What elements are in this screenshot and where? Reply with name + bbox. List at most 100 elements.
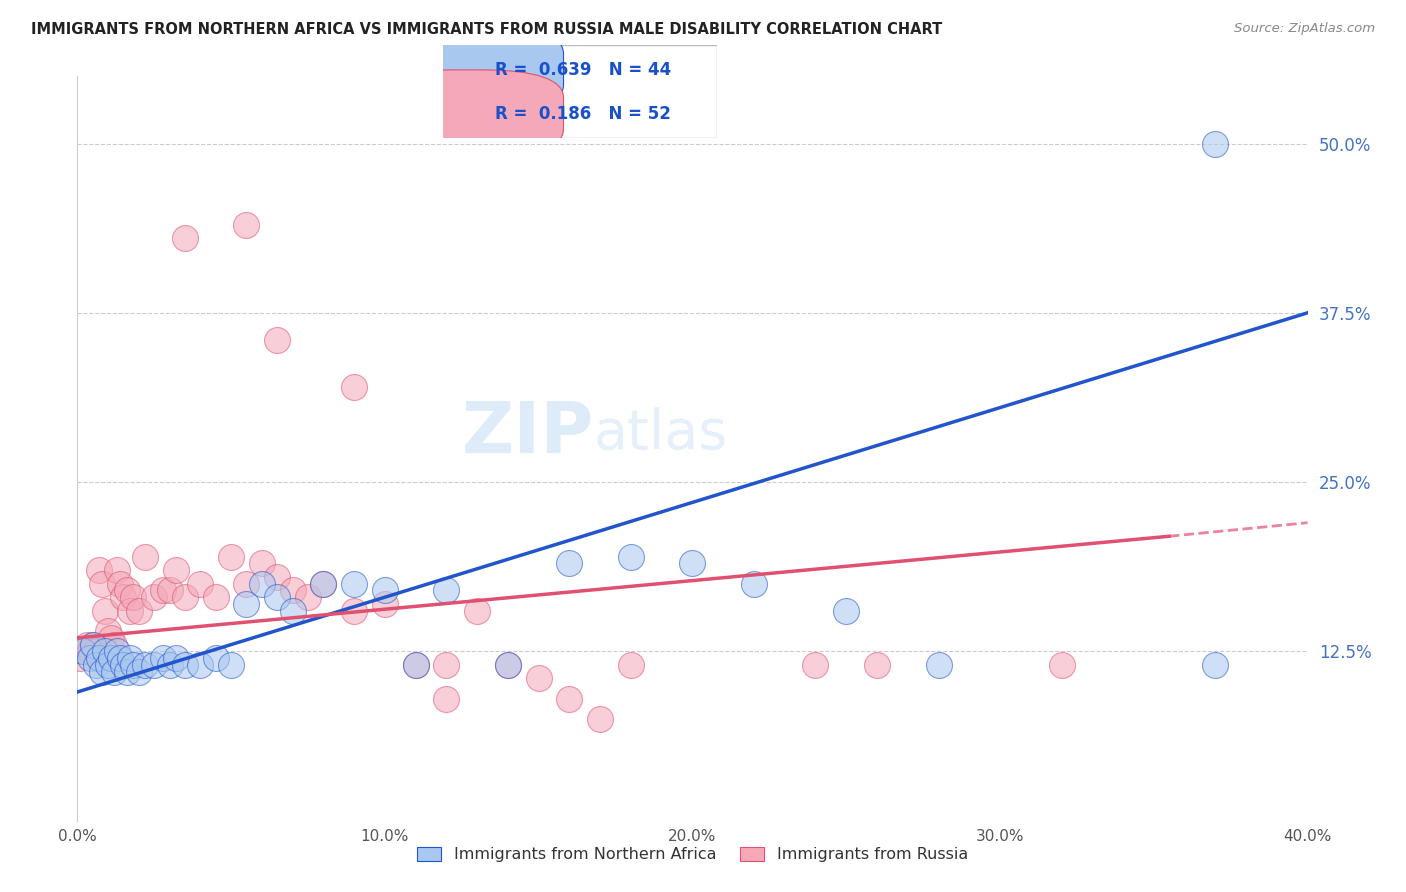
Point [266,591,288,605]
Point [620,549,643,564]
Point [105,563,128,577]
Point [115,583,138,598]
Point [266,333,288,347]
Point [72,644,94,658]
Point [100,631,122,645]
Point [69,651,91,665]
Point [115,665,138,679]
Point [143,657,166,672]
Text: R =  0.186   N = 52: R = 0.186 N = 52 [495,105,671,123]
Point [682,557,704,571]
Point [76,638,98,652]
Point [405,657,427,672]
Point [312,576,335,591]
Text: ZIP: ZIP [461,399,595,467]
Point [94,604,117,618]
Point [87,563,110,577]
Point [121,657,143,672]
Point [343,576,366,591]
Point [558,557,581,571]
FancyBboxPatch shape [371,26,564,113]
Point [742,576,765,591]
Point [436,691,458,706]
Point [97,624,120,638]
Point [281,604,304,618]
Point [866,657,889,672]
FancyBboxPatch shape [443,45,717,138]
Point [90,576,114,591]
Point [103,638,125,652]
Point [82,638,104,652]
Point [436,657,458,672]
Text: atlas: atlas [595,407,728,460]
Point [405,657,427,672]
Point [250,557,273,571]
Point [159,657,181,672]
Point [79,651,101,665]
Point [465,604,488,618]
Point [343,604,366,618]
Point [589,712,612,726]
Point [312,576,335,591]
Point [281,583,304,598]
Point [112,657,135,672]
Text: IMMIGRANTS FROM NORTHERN AFRICA VS IMMIGRANTS FROM RUSSIA MALE DISABILITY CORREL: IMMIGRANTS FROM NORTHERN AFRICA VS IMMIG… [31,22,942,37]
Point [374,583,396,598]
Point [72,644,94,658]
FancyBboxPatch shape [371,70,564,157]
Point [496,657,519,672]
Point [110,576,132,591]
Point [118,604,141,618]
Point [128,604,150,618]
Point [105,644,128,658]
Point [165,563,187,577]
Point [374,597,396,611]
Point [152,583,174,598]
Point [112,591,135,605]
Point [159,583,181,598]
Point [152,651,174,665]
Point [165,651,187,665]
Point [1204,657,1226,672]
Point [188,657,212,672]
Point [128,665,150,679]
Point [134,657,156,672]
Point [188,576,212,591]
Point [84,657,107,672]
Point [297,591,319,605]
Point [97,657,120,672]
Point [835,604,858,618]
Point [804,657,827,672]
Point [620,657,643,672]
Text: Source: ZipAtlas.com: Source: ZipAtlas.com [1234,22,1375,36]
Point [266,570,288,584]
Point [235,576,257,591]
Point [87,651,110,665]
Point [174,657,197,672]
Point [343,380,366,394]
Point [235,597,257,611]
Point [84,644,107,658]
Point [1204,136,1226,151]
Point [558,691,581,706]
Point [174,231,197,245]
Point [219,657,242,672]
Point [94,644,117,658]
Text: R =  0.639   N = 44: R = 0.639 N = 44 [495,61,671,78]
Point [103,665,125,679]
Point [79,644,101,658]
Point [204,651,226,665]
Point [143,591,166,605]
Point [118,651,141,665]
Point [235,218,257,232]
Point [219,549,242,564]
Point [204,591,226,605]
Point [928,657,950,672]
Point [110,651,132,665]
Point [134,549,156,564]
Point [174,591,197,605]
Point [527,672,550,686]
Point [82,638,104,652]
Point [250,576,273,591]
Point [1050,657,1073,672]
